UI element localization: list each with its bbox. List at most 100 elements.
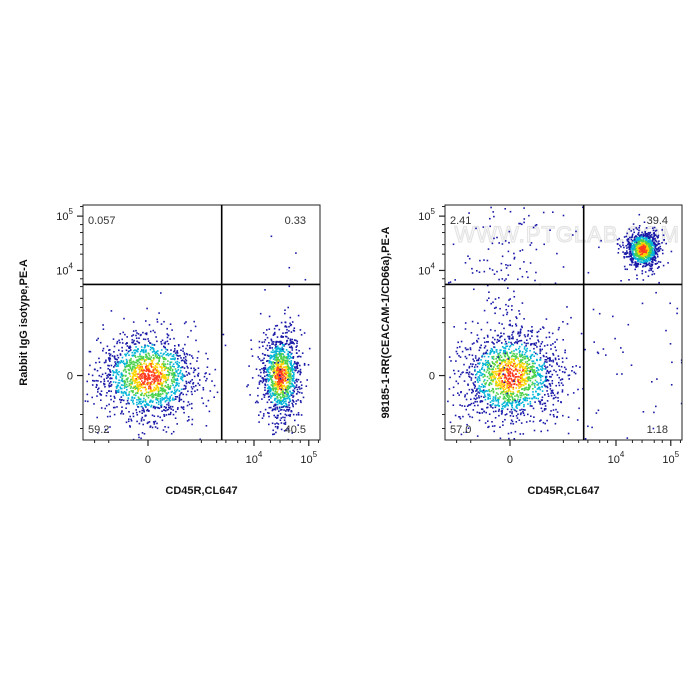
event-dot	[628, 241, 631, 244]
event-dot	[173, 350, 175, 353]
event-dot	[281, 346, 283, 349]
event-dot	[206, 377, 208, 380]
event-dot	[267, 368, 270, 371]
event-dot	[283, 419, 286, 421]
event-dot	[515, 365, 518, 368]
event-dot	[489, 329, 492, 331]
event-dot	[277, 374, 279, 377]
event-dot	[281, 370, 284, 372]
event-dot	[261, 367, 263, 370]
event-dot	[644, 243, 647, 246]
event-dot	[646, 247, 648, 249]
event-dot	[556, 362, 558, 364]
event-dot	[641, 258, 643, 261]
event-dot	[524, 409, 526, 411]
event-dot	[502, 393, 505, 396]
event-dot	[170, 366, 172, 369]
event-dot	[269, 354, 271, 357]
event-dot	[155, 372, 157, 374]
event-dot	[307, 364, 310, 366]
event-dot	[512, 330, 515, 333]
event-dot	[163, 342, 166, 344]
event-dot	[134, 388, 137, 390]
event-dot	[180, 398, 183, 401]
event-dot	[641, 272, 644, 275]
event-dot	[269, 390, 272, 393]
event-dot	[116, 384, 119, 386]
event-dot	[520, 365, 522, 367]
event-dot	[264, 339, 267, 341]
event-dot	[132, 334, 135, 336]
event-dot	[635, 252, 638, 254]
event-dot	[545, 380, 548, 382]
event-dot	[627, 240, 630, 243]
event-dot	[658, 250, 661, 252]
event-dot	[510, 394, 512, 396]
event-dot	[492, 402, 494, 405]
event-dot	[276, 336, 279, 338]
event-dot	[257, 374, 260, 377]
event-dot	[539, 348, 541, 351]
event-dot	[133, 370, 136, 373]
event-dot	[158, 393, 161, 396]
event-dot	[158, 376, 161, 379]
event-dot	[512, 352, 515, 355]
event-dot	[178, 344, 180, 347]
event-dot	[489, 349, 492, 352]
event-dot	[108, 352, 110, 355]
event-dot	[139, 378, 142, 380]
event-dot	[459, 346, 461, 348]
event-dot	[214, 368, 217, 371]
event-dot	[170, 349, 172, 351]
event-dot	[515, 373, 517, 375]
event-dot	[550, 410, 552, 412]
event-dot	[520, 422, 523, 424]
event-dot	[533, 373, 536, 375]
event-dot	[141, 416, 144, 419]
event-dot	[623, 246, 625, 249]
event-dot	[181, 374, 184, 376]
event-dot	[299, 368, 302, 371]
event-dot	[520, 380, 523, 383]
event-dot	[529, 337, 531, 340]
event-dot	[536, 346, 538, 348]
event-dot	[138, 402, 140, 405]
event-dot	[533, 429, 536, 432]
event-dot	[174, 389, 176, 391]
event-dot	[140, 350, 143, 352]
event-dot	[191, 393, 193, 396]
event-dot	[280, 376, 282, 379]
event-dot	[489, 382, 491, 384]
event-dot	[528, 397, 531, 400]
event-dot	[491, 387, 494, 390]
event-dot	[261, 359, 264, 361]
event-dot	[508, 359, 510, 362]
event-dot	[152, 350, 155, 352]
event-dot	[267, 370, 269, 373]
event-dot	[524, 372, 526, 374]
event-dot	[287, 384, 289, 387]
event-dot	[289, 390, 291, 393]
event-dot	[172, 397, 174, 400]
event-dot	[483, 355, 486, 358]
event-dot	[517, 413, 519, 415]
event-dot	[539, 357, 542, 359]
event-dot	[109, 360, 111, 362]
event-dot	[291, 369, 293, 372]
event-dot	[538, 373, 541, 375]
event-dot	[623, 253, 626, 255]
event-dot	[486, 369, 489, 371]
event-dot	[473, 387, 476, 389]
event-dot	[535, 390, 537, 393]
event-dot	[645, 227, 648, 229]
event-dot	[173, 386, 176, 389]
event-dot	[502, 359, 505, 362]
event-dot	[289, 376, 291, 378]
event-dot	[463, 363, 465, 366]
event-dot	[481, 390, 483, 393]
event-dot	[281, 348, 284, 350]
event-dot	[272, 334, 275, 336]
event-dot	[263, 357, 265, 360]
event-dot	[535, 370, 538, 372]
event-dot	[113, 366, 115, 368]
